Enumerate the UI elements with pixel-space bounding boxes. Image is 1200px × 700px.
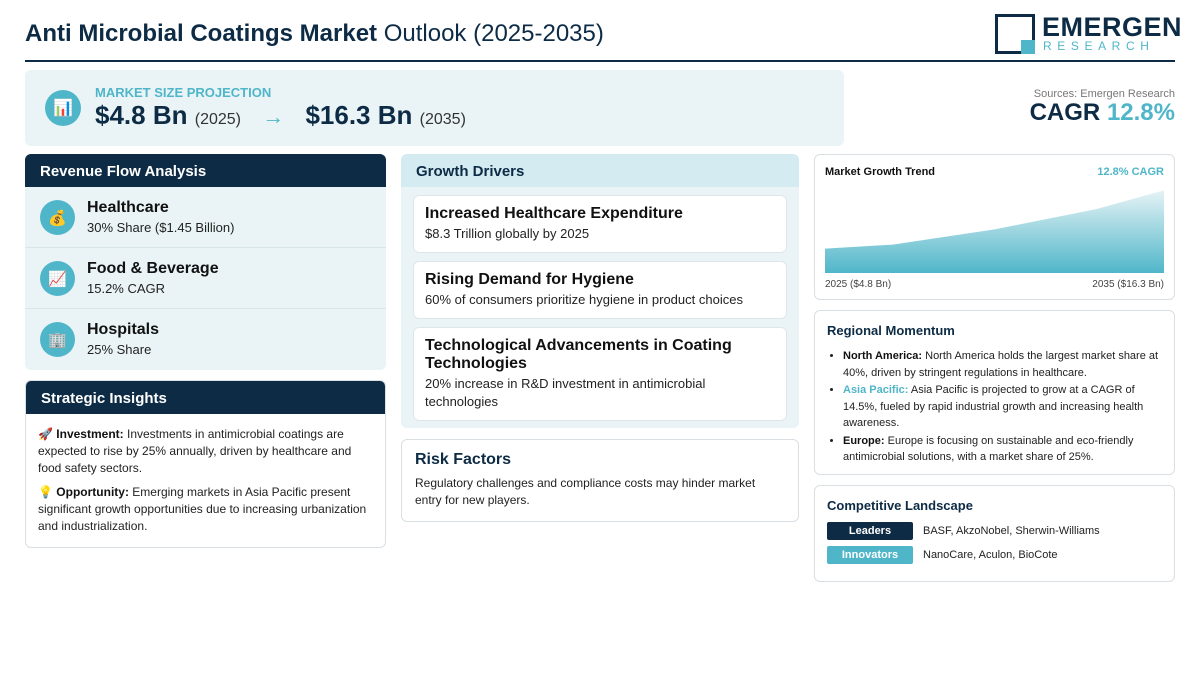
- driver-title: Increased Healthcare Expenditure: [425, 205, 683, 222]
- driver-text: 20% increase in R&D investment in antimi…: [425, 376, 706, 409]
- projection-values: $4.8 Bn (2025) → $16.3 Bn (2035): [95, 100, 466, 131]
- revenue-item-healthcare: 💰 Healthcare 30% Share ($1.45 Billion): [25, 187, 386, 248]
- revenue-item-name: Food & Beverage: [87, 260, 219, 277]
- region-north-america: North America: North America holds the l…: [843, 348, 1162, 381]
- region-text: Europe is focusing on sustainable and ec…: [843, 434, 1134, 464]
- page-title-bold: Anti Microbial Coatings Market: [25, 20, 378, 47]
- trend-title: Market Growth Trend: [825, 166, 936, 178]
- strategic-insights-title: Strategic Insights: [26, 381, 385, 414]
- page-title-rest: Outlook (2025-2035): [383, 20, 604, 47]
- competitor-row-leaders: Leaders BASF, AkzoNobel, Sherwin-William…: [827, 522, 1162, 542]
- growth-drivers-card: Growth Drivers Increased Healthcare Expe…: [401, 154, 799, 428]
- projection-end-year: (2035): [419, 111, 466, 128]
- competitive-landscape-card: Competitive Landscape Leaders BASF, Akzo…: [814, 485, 1175, 582]
- market-growth-trend-card: Market Growth Trend 12.8% CAGR 2025 ($4.…: [814, 154, 1175, 300]
- revenue-item-food-beverage: 📈 Food & Beverage 15.2% CAGR: [25, 248, 386, 309]
- lightbulb-icon: 💡: [38, 485, 53, 499]
- competitor-row-innovators: Innovators NanoCare, Aculon, BioCote: [827, 546, 1162, 566]
- driver-text: $8.3 Trillion globally by 2025: [425, 226, 590, 241]
- region-name: Europe:: [843, 434, 885, 447]
- revenue-item-name: Healthcare: [87, 199, 169, 216]
- risk-factors-card: Risk Factors Regulatory challenges and c…: [401, 439, 799, 522]
- trend-cagr: 12.8% CAGR: [1097, 166, 1164, 178]
- competitor-names: BASF, AkzoNobel, Sherwin-Williams: [923, 525, 1100, 537]
- rocket-icon: 🚀: [38, 427, 53, 441]
- projection-start-year: (2025): [194, 111, 241, 128]
- page-title: Anti Microbial Coatings Market Outlook (…: [25, 20, 604, 48]
- trending-up-icon: 📈: [40, 261, 75, 296]
- trend-start-label: 2025 ($4.8 Bn): [825, 279, 892, 290]
- cagr-summary: CAGR 12.8%: [1030, 99, 1175, 127]
- logo-mark-icon: [995, 14, 1035, 54]
- insight-opportunity: 💡 Opportunity: Emerging markets in Asia …: [26, 484, 385, 535]
- sources-note: Sources: Emergen Research: [1033, 88, 1175, 100]
- competitive-landscape-title: Competitive Landscape: [827, 498, 973, 513]
- region-text: North America holds the largest market s…: [843, 350, 1159, 379]
- revenue-item-name: Hospitals: [87, 321, 160, 338]
- driver-technological-advancements: Technological Advancements in Coating Te…: [413, 327, 787, 421]
- strategic-insights-card: Strategic Insights 🚀 Investment: Investm…: [25, 380, 386, 548]
- logo-subtitle: RESEARCH: [1043, 39, 1155, 53]
- regional-list: North America: North America holds the l…: [827, 348, 1162, 466]
- market-size-projection: 📊 MARKET SIZE PROJECTION $4.8 Bn (2025) …: [25, 70, 844, 146]
- bar-chart-icon: 📊: [45, 90, 81, 126]
- risk-factors-text: Regulatory challenges and compliance cos…: [415, 476, 756, 507]
- region-europe: Europe: Europe is focusing on sustainabl…: [843, 433, 1162, 466]
- insight-label: Investment:: [56, 427, 124, 441]
- risk-factors-title: Risk Factors: [415, 451, 512, 468]
- projection-start-value: $4.8 Bn: [95, 100, 188, 130]
- leaders-badge: Leaders: [827, 522, 913, 540]
- revenue-item-detail: 25% Share: [87, 342, 152, 357]
- growth-drivers-title: Growth Drivers: [401, 154, 799, 187]
- insight-text: Investments in antimicrobial coatings ar…: [38, 427, 352, 475]
- region-name: North America:: [843, 350, 923, 362]
- building-icon: 🏢: [40, 322, 75, 357]
- region-asia-pacific: Asia Pacific: Asia Pacific is projected …: [843, 382, 1162, 432]
- regional-momentum-card: Regional Momentum North America: North A…: [814, 310, 1175, 475]
- growth-area-series: [825, 190, 1164, 273]
- arrow-right-icon: →: [262, 104, 285, 129]
- insight-investment: 🚀 Investment: Investments in antimicrobi…: [26, 426, 385, 477]
- insight-text: Emerging markets in Asia Pacific present…: [38, 485, 367, 533]
- competitor-names: NanoCare, Aculon, BioCote: [923, 549, 1058, 561]
- projection-label: MARKET SIZE PROJECTION: [95, 85, 272, 100]
- region-text: Asia Pacific is projected to grow at a C…: [843, 384, 1144, 429]
- market-growth-area-chart: [825, 190, 1164, 273]
- projection-end-value: $16.3 Bn: [305, 100, 413, 130]
- driver-hygiene-demand: Rising Demand for Hygiene 60% of consume…: [413, 261, 787, 319]
- money-bag-icon: 💰: [40, 200, 75, 235]
- region-name: Asia Pacific:: [843, 384, 909, 396]
- revenue-flow-title: Revenue Flow Analysis: [25, 154, 386, 187]
- revenue-item-detail: 30% Share ($1.45 Billion): [87, 220, 235, 235]
- revenue-item-hospitals: 🏢 Hospitals 25% Share: [25, 309, 386, 370]
- trend-end-label: 2035 ($16.3 Bn): [1092, 279, 1164, 290]
- innovators-badge: Innovators: [827, 546, 913, 564]
- driver-healthcare-expenditure: Increased Healthcare Expenditure $8.3 Tr…: [413, 195, 787, 253]
- driver-text: 60% of consumers prioritize hygiene in p…: [425, 292, 743, 307]
- emergen-logo: EMERGEN RESEARCH: [995, 12, 1182, 56]
- page-header: Anti Microbial Coatings Market Outlook (…: [25, 12, 1182, 62]
- regional-momentum-title: Regional Momentum: [827, 323, 955, 338]
- driver-title: Technological Advancements in Coating Te…: [425, 337, 732, 372]
- revenue-item-detail: 15.2% CAGR: [87, 281, 166, 296]
- logo-wordmark: EMERGEN: [1042, 12, 1183, 42]
- driver-title: Rising Demand for Hygiene: [425, 271, 634, 288]
- insight-label: Opportunity:: [56, 485, 129, 499]
- cagr-label: CAGR: [1029, 99, 1101, 126]
- revenue-flow-card: Revenue Flow Analysis 💰 Healthcare 30% S…: [25, 154, 386, 370]
- cagr-value: 12.8%: [1106, 99, 1175, 126]
